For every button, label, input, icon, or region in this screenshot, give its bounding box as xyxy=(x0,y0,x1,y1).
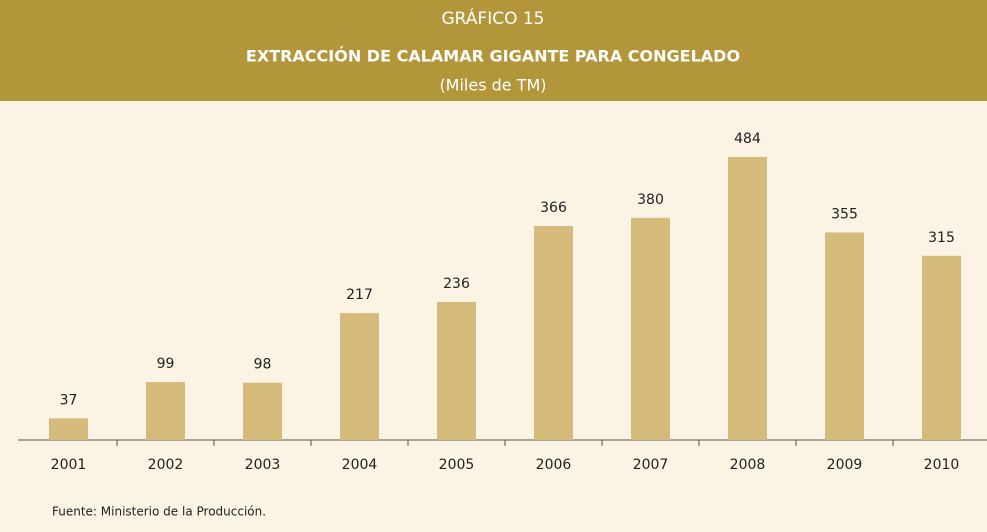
x-tick-label: 2005 xyxy=(439,457,475,473)
bar xyxy=(631,217,670,440)
x-tick-label: 2003 xyxy=(245,457,281,473)
bar xyxy=(534,225,573,440)
x-tick-label: 2002 xyxy=(148,457,184,473)
bar xyxy=(437,302,476,440)
value-label: 366 xyxy=(540,200,567,216)
x-tick-label: 2006 xyxy=(536,457,572,473)
source-note: Fuente: Ministerio de la Producción. xyxy=(52,505,266,519)
chart-title: EXTRACCIÓN DE CALAMAR GIGANTE PARA CONGE… xyxy=(246,47,740,66)
value-label: 37 xyxy=(60,392,78,408)
x-tick-label: 2007 xyxy=(633,457,669,473)
bar xyxy=(728,157,767,440)
value-label: 99 xyxy=(157,356,175,372)
x-tick-label: 2001 xyxy=(51,457,87,473)
value-label: 315 xyxy=(928,230,955,246)
x-tick-label: 2008 xyxy=(730,457,766,473)
value-label: 236 xyxy=(443,276,470,292)
bar xyxy=(49,418,88,440)
chart-label: GRÁFICO 15 xyxy=(441,7,544,29)
value-label: 355 xyxy=(831,206,858,222)
value-label: 217 xyxy=(346,287,373,303)
value-label: 484 xyxy=(734,131,761,147)
bar xyxy=(146,382,185,440)
header-band xyxy=(0,0,987,101)
value-label: 98 xyxy=(254,357,272,373)
bar xyxy=(243,382,282,440)
bar xyxy=(922,255,961,440)
bar xyxy=(825,232,864,440)
x-tick-label: 2010 xyxy=(924,457,960,473)
value-label: 380 xyxy=(637,192,664,208)
chart-subtitle: (Miles de TM) xyxy=(439,76,546,95)
x-tick-label: 2004 xyxy=(342,457,378,473)
bar xyxy=(340,313,379,440)
x-tick-label: 2009 xyxy=(827,457,863,473)
